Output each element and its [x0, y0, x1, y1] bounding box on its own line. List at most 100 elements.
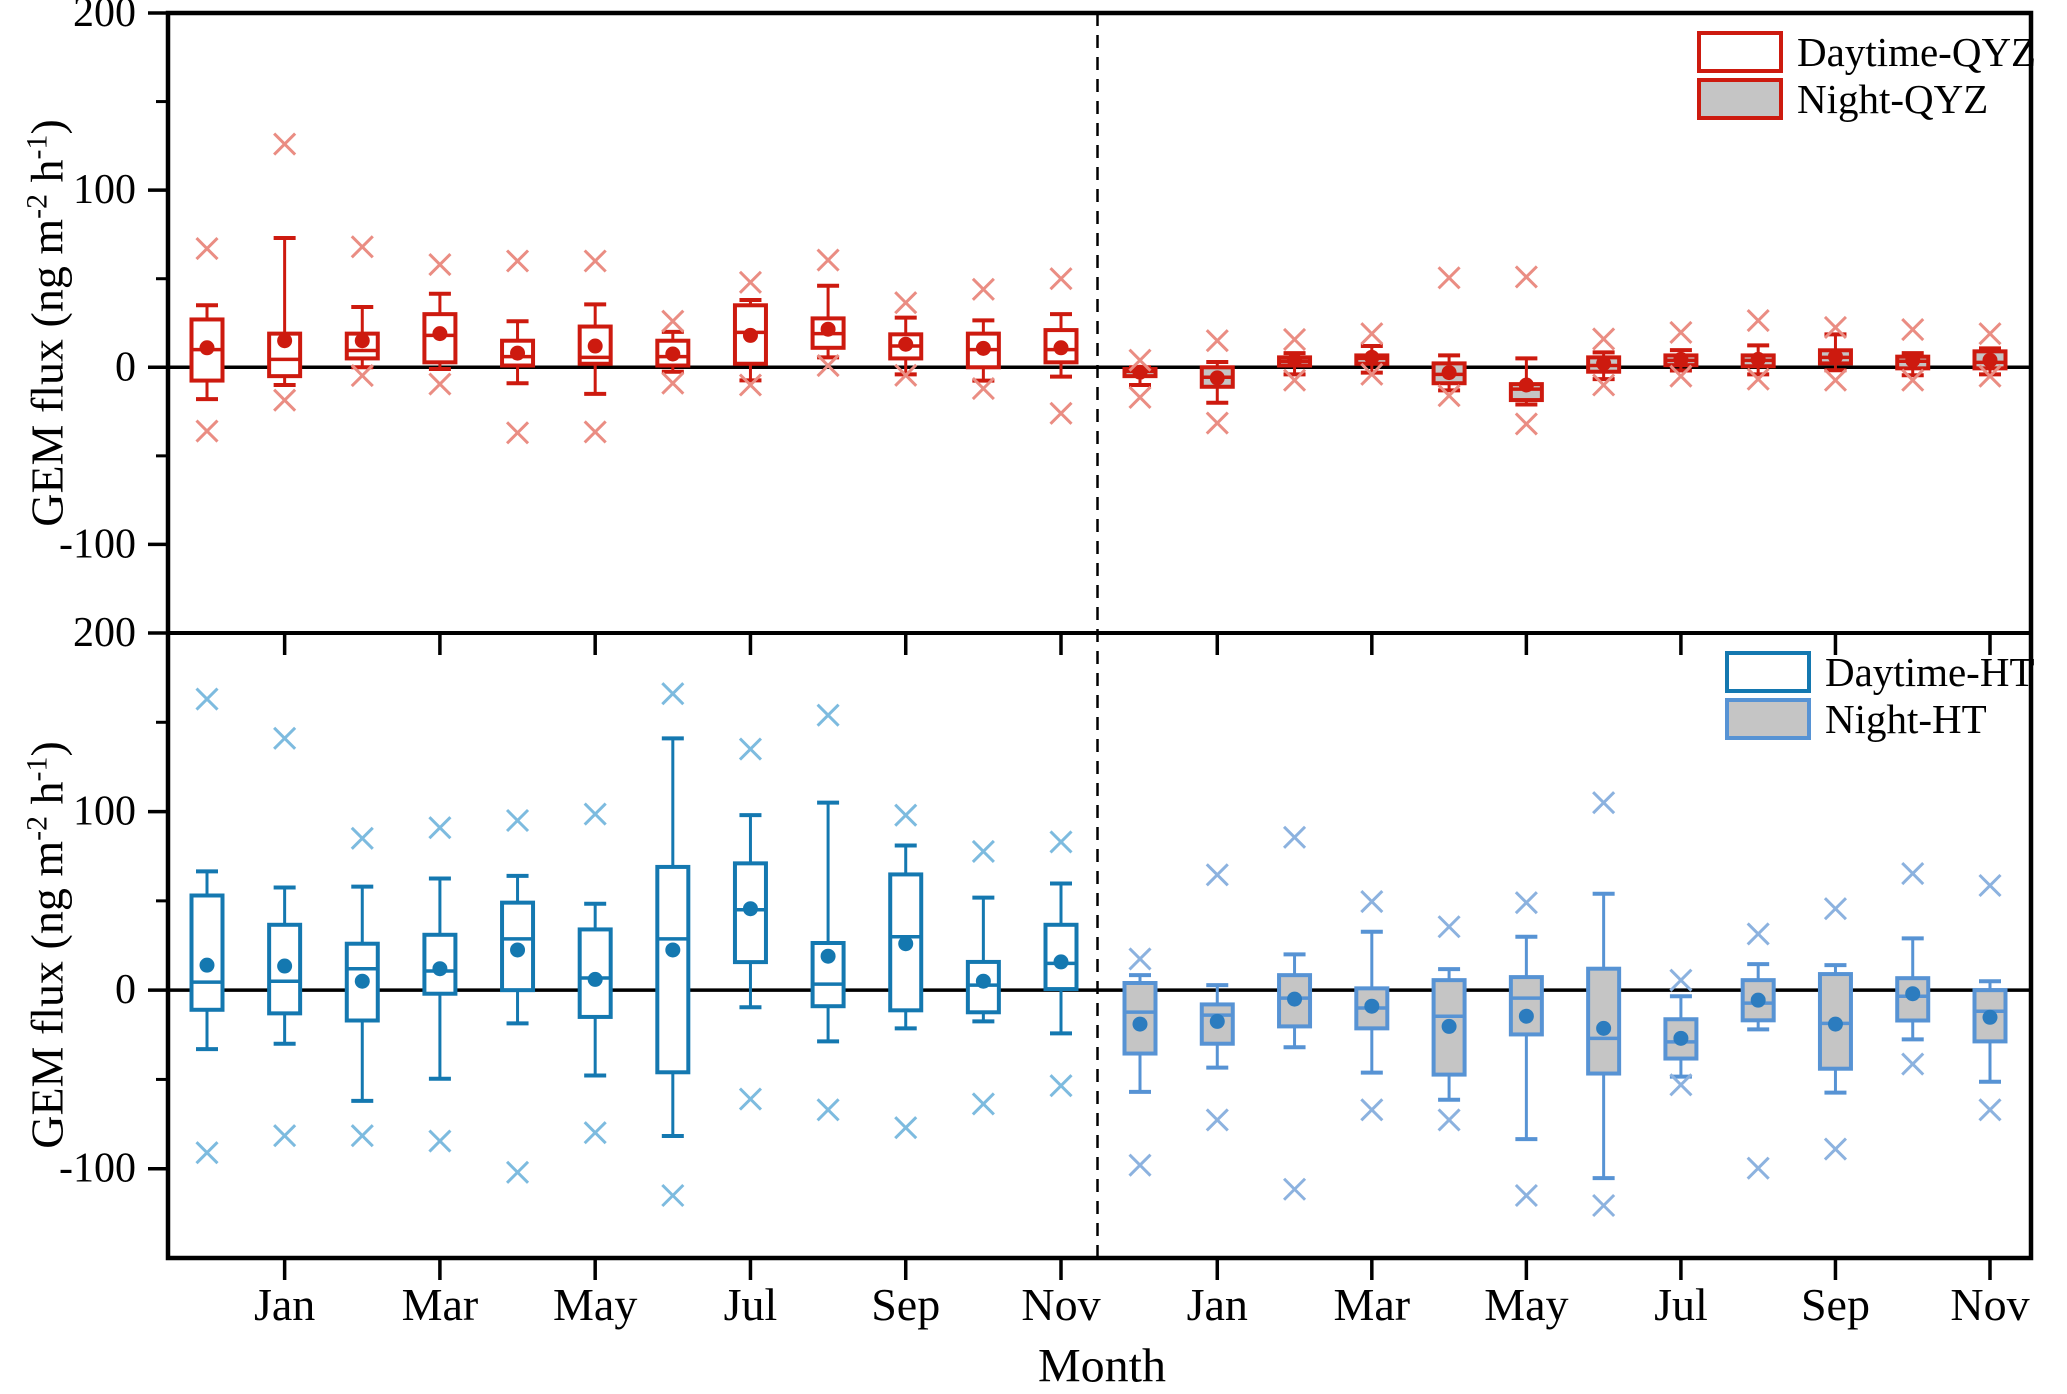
outlier-x-marker [661, 1183, 685, 1208]
outlier-x-marker [1823, 897, 1848, 921]
outlier-x-marker [894, 363, 918, 387]
outlier-x-marker [894, 803, 918, 827]
plot-frame [165, 10, 2034, 1261]
box-night-qyz-dec [1122, 348, 1158, 409]
outlier-x-marker [1823, 368, 1848, 392]
outlier-x-marker [1128, 348, 1152, 372]
iqr-box [189, 893, 225, 1012]
legend-label: Daytime-QYZ [1797, 29, 2037, 75]
outlier-x-marker [1901, 317, 1925, 342]
outlier-x-marker [1592, 327, 1616, 351]
outlier-x-marker [1437, 266, 1461, 290]
iqr-box [1508, 975, 1544, 1037]
box-daytime-qyz-aug [810, 248, 846, 378]
mean-dot [1441, 365, 1457, 381]
box-night-ht-apr [1431, 915, 1467, 1132]
outlier-x-marker [195, 1141, 219, 1165]
outlier-x-marker [1592, 791, 1616, 815]
outlier-x-marker [350, 1124, 374, 1148]
mean-dot [1827, 1016, 1843, 1032]
x-tick-label: Nov [1021, 1279, 1100, 1330]
box-night-ht-mar [1354, 890, 1390, 1122]
y-tick-label: 200 [73, 0, 136, 36]
outlier-x-marker [661, 309, 685, 333]
legend-qyz: Daytime-QYZ Night-QYZ [1697, 31, 2036, 120]
series-night-qyz [1122, 265, 2008, 436]
mean-dot [975, 340, 991, 356]
box-daytime-ht-jun [655, 682, 691, 1208]
box-daytime-ht-dec [189, 687, 225, 1165]
mean-dot [199, 957, 215, 973]
box-daytime-ht-feb [344, 826, 380, 1148]
outlier-x-marker [816, 1098, 840, 1122]
outlier-x-marker [1746, 367, 1770, 391]
outlier-x-marker [816, 353, 840, 378]
outlier-x-marker [1205, 1108, 1229, 1132]
outlier-x-marker [1669, 320, 1693, 344]
box-daytime-ht-apr [500, 808, 536, 1184]
outlier-x-marker [1360, 890, 1384, 914]
mean-dot [1132, 1016, 1148, 1032]
outlier-x-marker [1669, 1073, 1693, 1097]
night-ht-swatch [1725, 698, 1811, 740]
box-daytime-ht-oct [965, 839, 1001, 1116]
mean-dot [1750, 992, 1766, 1008]
mean-dot [1053, 340, 1069, 356]
box-night-qyz-mar [1354, 322, 1390, 386]
outlier-x-marker [1205, 329, 1229, 353]
outlier-x-marker [1592, 1193, 1616, 1218]
iqr-box [655, 864, 691, 1075]
box-daytime-qyz-apr [500, 249, 536, 445]
legend-ht: Daytime-HT Night-HT [1725, 651, 2034, 740]
outlier-x-marker [661, 682, 685, 706]
outlier-x-marker [1669, 968, 1693, 992]
mean-dot [898, 336, 914, 352]
y-tick-label: -100 [59, 1146, 136, 1192]
outlier-x-marker [1746, 922, 1770, 946]
panel-ht: 200 100 0 -100 [59, 610, 2031, 1218]
daytime-qyz-swatch [1697, 31, 1783, 73]
outlier-x-marker [1514, 265, 1538, 289]
outlier-x-marker [661, 371, 685, 395]
iqr-box [965, 959, 1001, 1015]
legend-label: Night-QYZ [1797, 76, 1989, 122]
outlier-x-marker [505, 1160, 530, 1184]
mean-dot [742, 901, 758, 917]
iqr-box [1817, 972, 1853, 1071]
outlier-x-marker [1746, 1156, 1770, 1180]
mean-dot [354, 333, 370, 349]
x-tick-label: Mar [402, 1279, 479, 1330]
mean-dot [1441, 1018, 1457, 1034]
mean-dot [742, 327, 758, 343]
outlier-x-marker [505, 808, 530, 833]
outlier-x-marker [1128, 385, 1152, 409]
mean-dot [1982, 1009, 1998, 1025]
outlier-x-marker [583, 802, 607, 826]
outlier-x-marker [195, 687, 219, 711]
x-axis-title: Month [1037, 1339, 1167, 1393]
box-daytime-ht-sep [888, 803, 924, 1140]
outlier-x-marker [195, 419, 219, 443]
outlier-x-marker [1049, 401, 1073, 425]
outlier-x-marker [1205, 411, 1229, 435]
outlier-x-marker [1282, 1177, 1307, 1201]
mean-dot [1982, 352, 1998, 368]
y-tick-label: 100 [73, 167, 136, 213]
box-night-ht-jul [1663, 968, 1699, 1097]
outlier-x-marker [1437, 384, 1461, 408]
box-night-qyz-oct [1895, 317, 1931, 392]
outlier-x-marker [894, 291, 918, 315]
mean-dot [820, 948, 836, 964]
x-tick-label: Jul [724, 1279, 778, 1330]
box-night-qyz-may [1508, 265, 1544, 436]
outlier-x-marker [273, 1124, 297, 1148]
outlier-x-marker [1823, 1137, 1848, 1161]
y-tick-label: 100 [73, 789, 136, 835]
outlier-x-marker [350, 235, 374, 259]
mean-dot [1827, 349, 1843, 365]
outlier-x-marker [195, 237, 219, 261]
box-daytime-qyz-mar [422, 252, 458, 396]
outlier-x-marker [1514, 891, 1538, 915]
box-daytime-qyz-nov [1043, 267, 1079, 425]
mean-dot [665, 346, 681, 362]
